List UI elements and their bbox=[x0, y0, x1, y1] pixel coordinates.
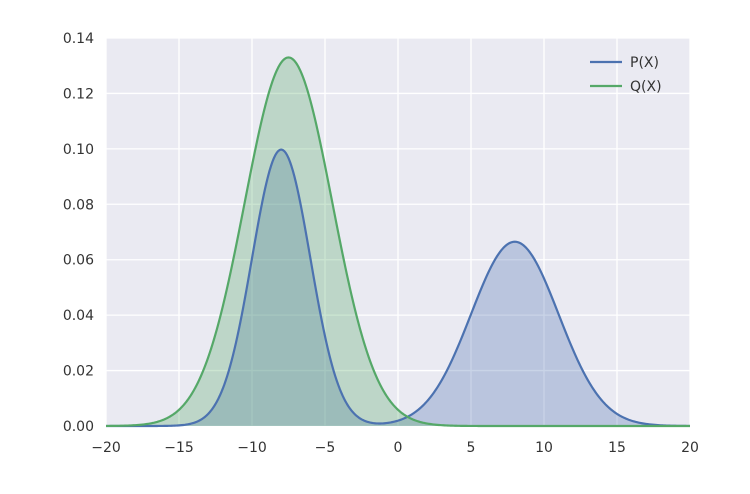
legend-label-1: Q(X) bbox=[630, 79, 662, 95]
x-tick-label: 20 bbox=[681, 440, 699, 456]
y-tick-label: 0.02 bbox=[63, 364, 94, 380]
series-area-1 bbox=[106, 57, 690, 426]
x-axis: −20 −15 −10 −5 0 5 10 15 20 bbox=[91, 440, 699, 456]
x-tick-label: −15 bbox=[164, 440, 194, 456]
x-tick-label: −20 bbox=[91, 440, 121, 456]
y-tick-label: 0.00 bbox=[63, 419, 94, 435]
series-line-0 bbox=[106, 148, 691, 428]
y-tick-label: 0.08 bbox=[63, 197, 94, 213]
x-tick-label: 15 bbox=[608, 440, 626, 456]
x-tick-label: −10 bbox=[237, 440, 267, 456]
y-tick-label: 0.04 bbox=[63, 308, 94, 324]
legend: P(X) Q(X) bbox=[590, 55, 662, 95]
x-tick-label: 5 bbox=[467, 440, 476, 456]
y-tick-label: 0.06 bbox=[63, 253, 94, 269]
y-tick-label: 0.10 bbox=[63, 142, 94, 158]
series-line-1 bbox=[105, 56, 690, 428]
y-tick-label: 0.14 bbox=[63, 31, 94, 47]
legend-label-0: P(X) bbox=[630, 55, 659, 71]
x-tick-label: 0 bbox=[394, 440, 403, 456]
x-tick-label: −5 bbox=[315, 440, 336, 456]
series-area-0 bbox=[106, 149, 690, 426]
x-tick-label: 10 bbox=[535, 440, 553, 456]
y-tick-label: 0.12 bbox=[63, 86, 94, 102]
series-layer bbox=[105, 56, 691, 428]
y-axis: 0.00 0.02 0.04 0.06 0.08 0.10 0.12 0.14 bbox=[63, 31, 94, 435]
